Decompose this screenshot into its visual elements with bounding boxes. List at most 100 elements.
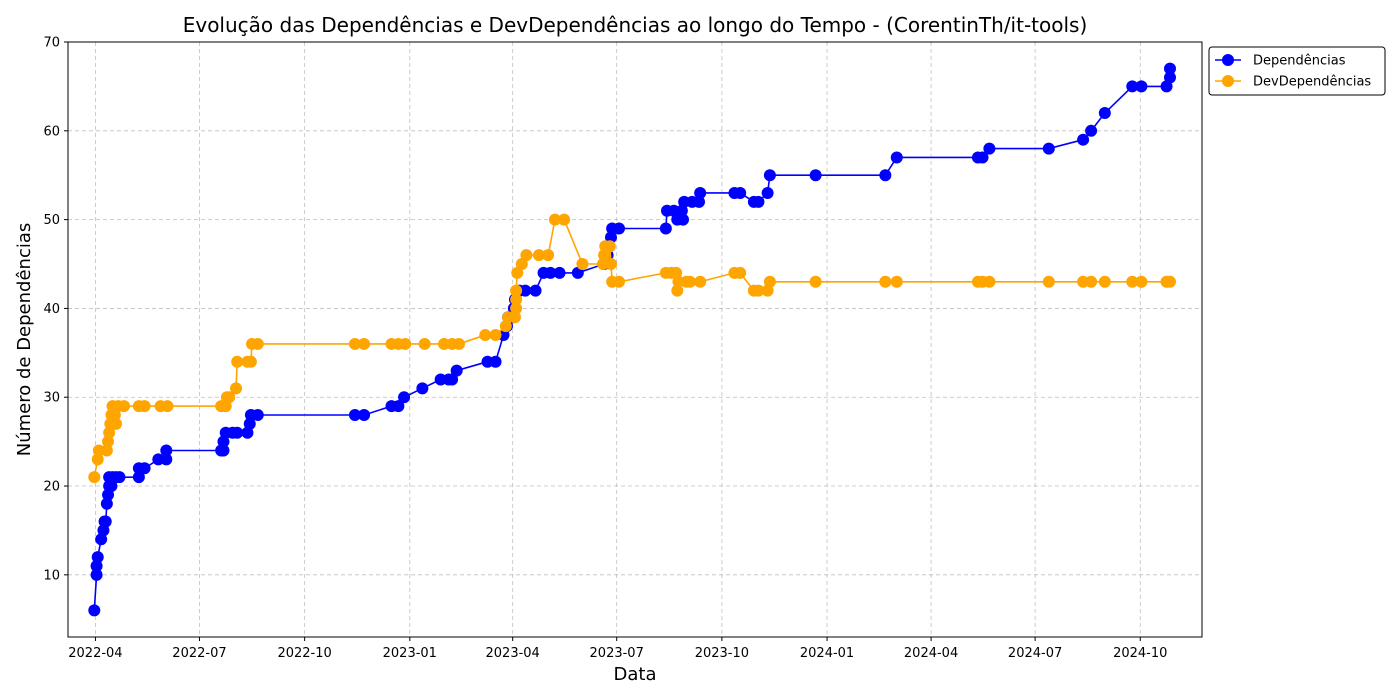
data-point [571, 266, 584, 279]
data-point [598, 249, 611, 262]
data-point [671, 284, 684, 297]
data-point [99, 515, 112, 528]
data-point [763, 169, 776, 182]
data-point [544, 266, 557, 279]
legend-label: DevDependências [1253, 75, 1371, 90]
data-point [510, 284, 523, 297]
data-point [91, 453, 104, 466]
data-point [519, 284, 532, 297]
data-point [348, 337, 361, 350]
data-point [392, 400, 405, 413]
plot-frame [67, 41, 1203, 638]
x-tick-label: 2023-01 [383, 646, 437, 661]
data-point [416, 382, 429, 395]
legend-item: Dependências [1215, 54, 1346, 69]
data-point [479, 329, 492, 342]
data-point [752, 195, 765, 208]
data-point [508, 311, 521, 324]
y-axis: 10 20 30 40 50 60 70 [43, 36, 68, 583]
data-point [348, 408, 361, 421]
data-point [91, 551, 104, 564]
data-point [613, 222, 625, 235]
y-tick-label: 30 [43, 391, 60, 406]
x-axis-label: Data [614, 664, 657, 685]
data-point [553, 266, 566, 279]
x-tick-label: 2024-04 [904, 646, 958, 661]
x-tick-label: 2023-04 [486, 646, 540, 661]
data-point [358, 337, 371, 350]
data-point [809, 275, 822, 288]
data-point [105, 480, 118, 493]
data-point [1135, 275, 1148, 288]
data-point [243, 417, 256, 430]
data-point [88, 604, 101, 617]
data-point [113, 471, 126, 484]
data-point [231, 426, 244, 439]
legend-box [1208, 46, 1386, 96]
data-point [1085, 275, 1098, 288]
data-point [88, 471, 101, 484]
data-point [693, 195, 706, 208]
data-point [683, 275, 696, 288]
data-point [520, 249, 533, 262]
data-point [890, 151, 903, 164]
data-point [515, 258, 528, 271]
x-axis: 2022-04 2022-07 2022-10 2023-01 2023-04 2023-… [68, 637, 1167, 661]
x-tick-label: 2024-07 [1008, 646, 1062, 661]
data-point [511, 266, 524, 279]
data-point [761, 186, 774, 199]
data-point [1077, 133, 1090, 146]
data-point [399, 337, 412, 350]
x-tick-label: 2022-10 [277, 646, 331, 661]
data-point [90, 568, 103, 581]
data-point [890, 275, 903, 288]
data-point [659, 222, 672, 235]
data-point [1098, 275, 1111, 288]
chart-title: Evolução das Dependências e DevDependênc… [183, 13, 1088, 37]
legend-label: Dependências [1253, 54, 1346, 69]
grid [68, 41, 1202, 637]
y-tick-label: 70 [43, 36, 60, 51]
y-tick-label: 40 [43, 302, 60, 317]
data-point [532, 249, 545, 262]
data-point [1135, 80, 1148, 93]
data-point [1098, 107, 1111, 120]
data-point [983, 275, 996, 288]
legend-marker [1222, 54, 1234, 66]
data-point [230, 382, 243, 395]
data-point [763, 275, 776, 288]
data-point [100, 444, 113, 457]
plot-series [88, 62, 1176, 617]
data-point [1042, 142, 1055, 155]
y-axis-label: Número de Dependências [14, 223, 35, 457]
data-point [118, 400, 131, 413]
data-point [110, 417, 123, 430]
data-point [217, 444, 230, 457]
data-point [103, 426, 116, 439]
data-point [510, 302, 523, 315]
data-point [603, 240, 616, 253]
legend-item: DevDependências [1215, 75, 1371, 90]
data-point [161, 400, 174, 413]
data-point [1163, 62, 1176, 75]
data-point [548, 213, 561, 226]
legend-marker [1222, 75, 1234, 87]
x-tick-label: 2023-10 [695, 646, 749, 661]
data-point [734, 186, 747, 199]
data-point [613, 275, 625, 288]
x-tick-label: 2022-07 [172, 646, 226, 661]
data-point [100, 497, 113, 510]
data-point [529, 284, 542, 297]
data-point [677, 213, 690, 226]
data-point [879, 275, 892, 288]
data-point [446, 373, 459, 386]
y-tick-label: 10 [43, 568, 60, 583]
x-tick-label: 2022-04 [68, 646, 122, 661]
data-point [102, 435, 115, 448]
legend: Dependências DevDependências [1208, 46, 1386, 96]
data-point [132, 471, 145, 484]
data-point [694, 186, 707, 199]
data-point [138, 400, 151, 413]
data-point [694, 275, 707, 288]
data-point [1126, 80, 1139, 93]
